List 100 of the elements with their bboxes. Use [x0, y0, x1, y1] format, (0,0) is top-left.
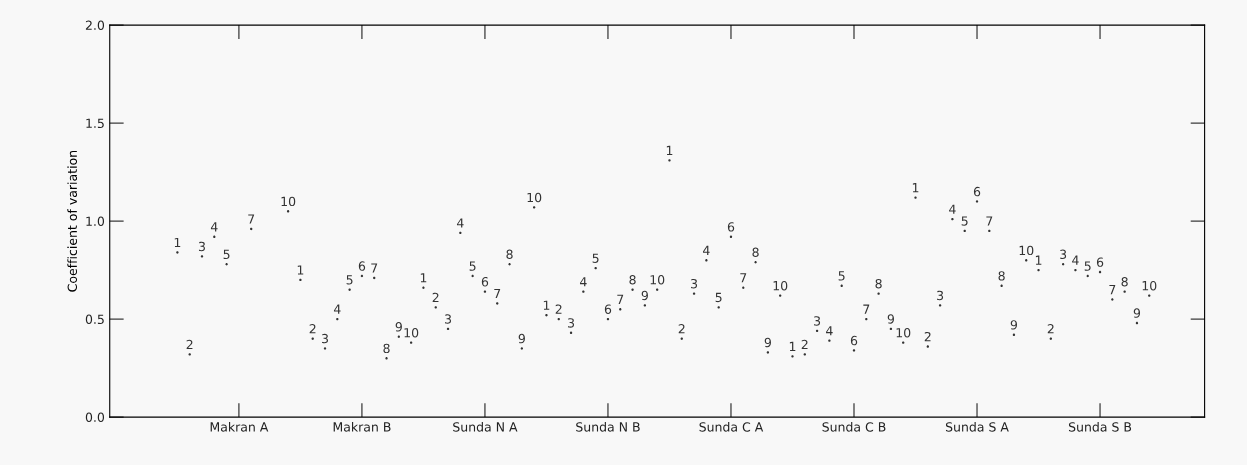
series-label: 3: [691, 278, 698, 289]
point: [323, 347, 327, 350]
text: 5: [469, 261, 476, 271]
text: 2: [678, 324, 685, 334]
text: 7: [986, 216, 993, 226]
text: 4: [579, 277, 587, 287]
point: [766, 351, 770, 354]
text: 3: [445, 314, 452, 324]
x-tick-label: Sunda S B: [1068, 421, 1132, 432]
point: [545, 313, 548, 317]
text: 6: [1096, 257, 1104, 267]
point: [188, 353, 191, 356]
y-tick-label: 1.5: [86, 118, 104, 129]
point: [692, 292, 696, 295]
text: 7: [740, 273, 747, 283]
point: [914, 196, 917, 199]
point: [877, 292, 880, 295]
y-tick-label: 1.0: [86, 216, 105, 227]
text: 6: [727, 222, 735, 232]
y-tick-label: 0.5: [85, 314, 104, 325]
text: 6: [481, 277, 489, 287]
text: 6: [604, 304, 612, 314]
x-tick-label: Sunda S A: [945, 421, 1009, 432]
point: [496, 302, 499, 305]
series-label: 10: [1019, 245, 1034, 256]
text: 8: [1121, 277, 1128, 287]
point: [791, 355, 794, 358]
text: 1: [1035, 255, 1042, 265]
point: [409, 341, 413, 344]
text: 8: [629, 275, 636, 285]
text: 10: [773, 280, 788, 291]
text: 1: [174, 237, 181, 248]
point: [975, 200, 979, 203]
text: 1: [666, 145, 673, 155]
text: 7: [248, 214, 255, 224]
text: 3: [322, 333, 328, 344]
text: 5: [592, 253, 599, 263]
point: [717, 306, 720, 309]
text: 1: [297, 265, 304, 275]
text: 5: [961, 216, 968, 226]
text: 2: [1047, 324, 1054, 334]
point: [1074, 268, 1077, 272]
text: 10: [650, 275, 665, 285]
point: [532, 206, 536, 209]
text: 7: [1109, 285, 1116, 295]
text: 1: [912, 183, 919, 193]
text: 8: [875, 278, 882, 289]
text: 3: [1060, 249, 1067, 260]
text: 2: [186, 339, 193, 350]
text: 7: [863, 304, 870, 314]
point: [1000, 284, 1003, 287]
series-label: 7: [371, 263, 378, 273]
point: [643, 304, 647, 307]
point: [852, 349, 856, 352]
point: [778, 294, 782, 297]
text: 8: [752, 247, 759, 258]
text: 1: [420, 273, 427, 283]
text: 5: [223, 249, 230, 260]
text: 9: [887, 314, 894, 324]
text: 9: [1133, 308, 1141, 318]
point: [803, 353, 806, 356]
point: [902, 341, 905, 344]
text: 1: [543, 300, 550, 310]
text: 3: [814, 316, 821, 326]
text: 8: [506, 249, 513, 260]
text: 3: [198, 241, 205, 252]
text: 5: [838, 271, 845, 281]
x-tick-label: Makran A: [210, 421, 269, 432]
text: 4: [1072, 255, 1079, 265]
point: [1037, 268, 1040, 272]
point: [668, 159, 671, 162]
text: 4: [333, 304, 341, 314]
text: 6: [973, 186, 981, 197]
text: 2: [432, 292, 439, 302]
text: 5: [715, 292, 722, 303]
y-axis-title: Coefficient of variation: [67, 150, 78, 292]
y-tick-label: 2.0: [85, 20, 105, 31]
text: 2: [555, 304, 562, 314]
series-label: 8: [383, 343, 390, 354]
text: 7: [617, 294, 624, 304]
text: 3: [568, 318, 575, 328]
x-tick-label: Sunda N B: [576, 421, 640, 432]
text: 6: [358, 261, 366, 271]
text: 9: [641, 290, 648, 301]
series-label: 5: [1084, 261, 1091, 271]
point: [1123, 290, 1126, 293]
text: 9: [1010, 320, 1018, 330]
x-tick-label: Sunda C A: [699, 421, 764, 432]
x-tick-label: Sunda C B: [822, 421, 886, 432]
text: 2: [309, 324, 316, 334]
point: [176, 251, 179, 254]
text: 10: [896, 327, 911, 338]
point: [225, 263, 228, 266]
text: 4: [949, 204, 956, 214]
text: 10: [1142, 280, 1157, 291]
y-tick-label: 0.0: [85, 412, 105, 423]
text: 10: [281, 196, 296, 207]
text: 3: [937, 290, 944, 301]
text: 5: [346, 275, 353, 285]
x-tick-label: Makran B: [333, 421, 391, 432]
